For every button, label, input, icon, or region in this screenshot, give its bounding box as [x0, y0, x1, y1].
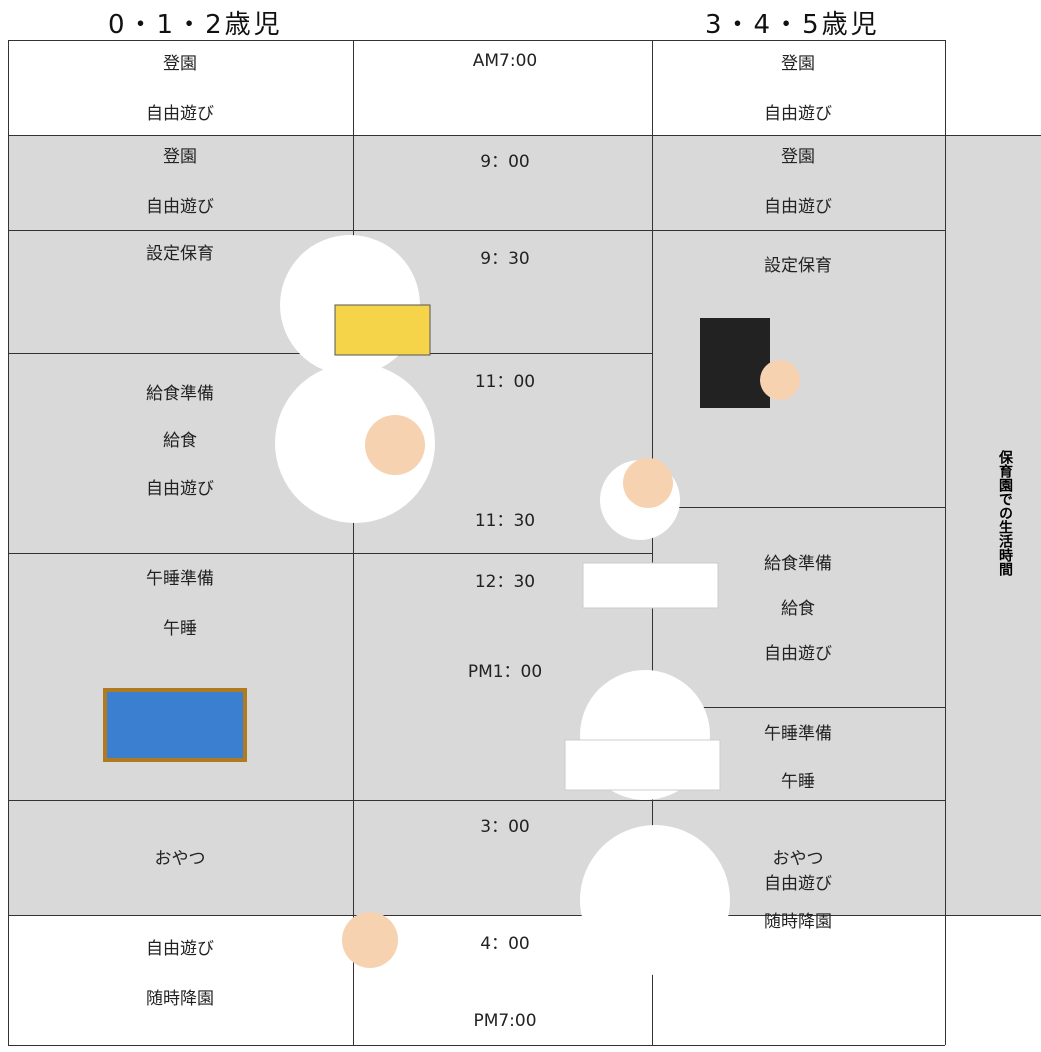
border [652, 507, 945, 508]
time: 9：30 [480, 249, 530, 269]
cell-text: 随時降園 [146, 989, 214, 1009]
border [8, 40, 652, 41]
side-label: 保育園での生活時間 [997, 450, 1013, 576]
border [353, 40, 354, 1045]
cell-text: 午睡準備 [146, 569, 214, 589]
cell-text: おやつ [772, 849, 824, 869]
border [8, 800, 652, 801]
cell-text: 登園 [163, 54, 197, 74]
border [652, 800, 945, 801]
border [8, 230, 652, 231]
border [945, 135, 1041, 136]
border [652, 135, 945, 136]
border [8, 1045, 945, 1046]
time: PM1：00 [467, 662, 543, 682]
cell-text: 自由遊び [764, 197, 832, 217]
border [652, 707, 945, 708]
time: 4：00 [480, 934, 530, 954]
header: 0・1・2歳児 [108, 10, 283, 40]
cell-text: 自由遊び [764, 644, 832, 664]
cell-text: 自由遊び [146, 104, 214, 124]
cell-text: 給食準備 [764, 554, 832, 574]
border [945, 40, 946, 1045]
time: 11：30 [474, 511, 536, 531]
cell-text: 自由遊び [146, 197, 214, 217]
cell-text: 給食準備 [146, 384, 214, 404]
time: 9：00 [480, 152, 530, 172]
border [652, 40, 945, 41]
cell-text: 設定保育 [764, 256, 832, 276]
cell-text: 午睡 [781, 772, 815, 792]
cell-text: 登園 [781, 54, 815, 74]
cell-text: 自由遊び [764, 874, 832, 894]
border [652, 40, 653, 1045]
border [945, 915, 1041, 916]
cell-text: 午睡 [163, 619, 197, 639]
cell-text: 自由遊び [146, 939, 214, 959]
cell-text: 登園 [781, 147, 815, 167]
border [652, 230, 945, 231]
border [8, 40, 9, 1045]
cell-text: 自由遊び [764, 104, 832, 124]
cell-text: 登園 [163, 147, 197, 167]
time: 11：00 [474, 372, 536, 392]
border [8, 135, 652, 136]
header: 3・4・5歳児 [705, 10, 880, 40]
cell-text: 自由遊び [146, 479, 214, 499]
cell-text: 給食 [163, 431, 197, 451]
cell-text: 設定保育 [146, 244, 214, 264]
cell-text: おやつ [154, 849, 206, 869]
gray-band [8, 135, 1041, 915]
time: 3：00 [480, 817, 530, 837]
time: AM7:00 [472, 51, 538, 71]
cell-text: 随時降園 [764, 912, 832, 932]
border [652, 915, 945, 916]
time: PM7:00 [473, 1011, 537, 1031]
border [8, 915, 652, 916]
cell-text: 給食 [781, 599, 815, 619]
border [8, 553, 652, 554]
time: 12：30 [474, 572, 536, 592]
cell-text: 午睡準備 [764, 724, 832, 744]
